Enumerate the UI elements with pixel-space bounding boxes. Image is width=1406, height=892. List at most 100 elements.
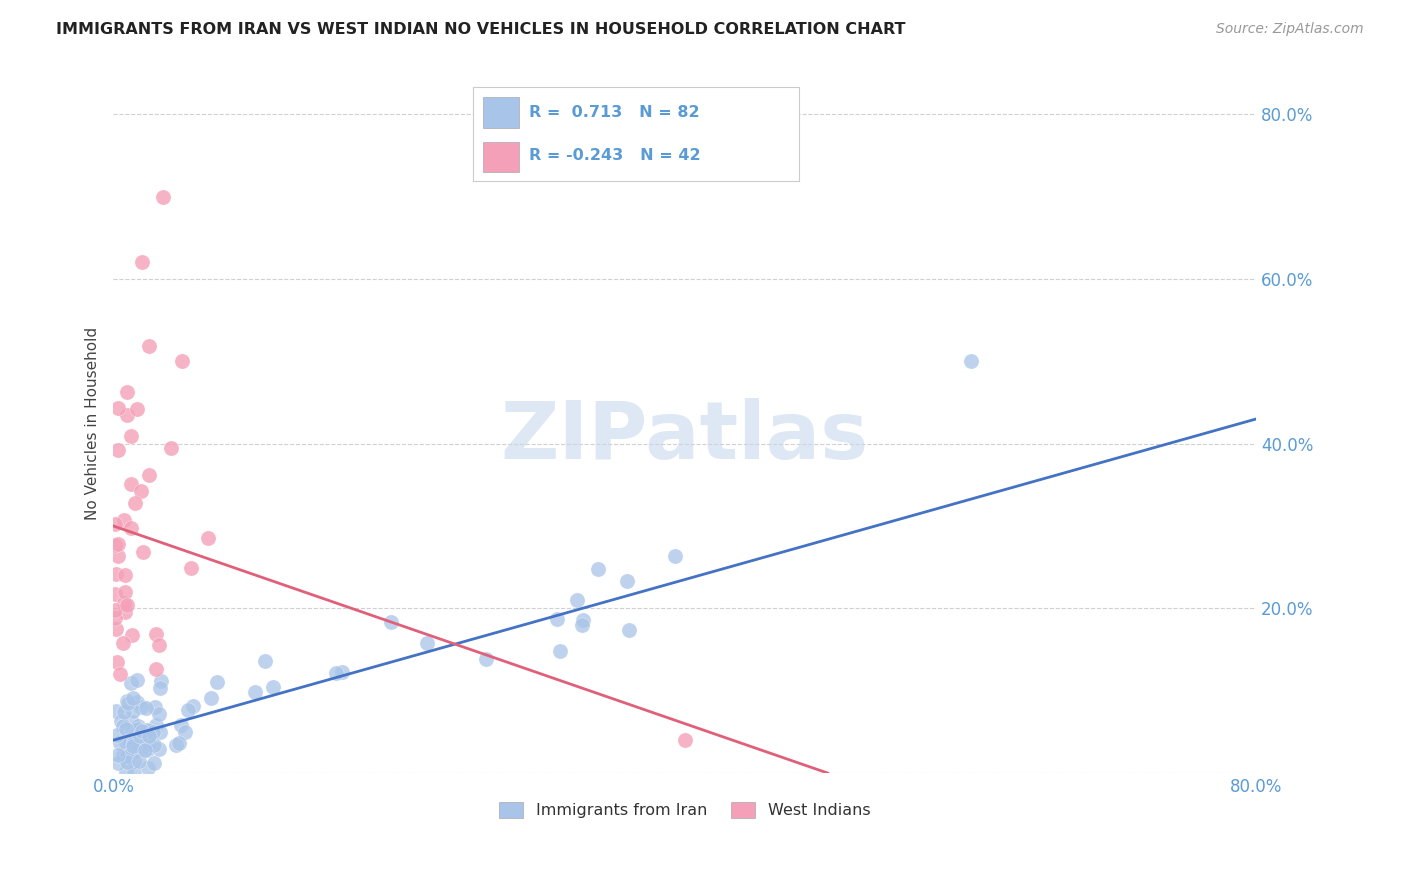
Point — [110, 736, 132, 750]
Point — [262, 680, 284, 694]
Point — [107, 756, 129, 770]
Point — [148, 741, 170, 756]
Point — [138, 737, 160, 751]
Point — [122, 723, 145, 738]
Y-axis label: No Vehicles in Household: No Vehicles in Household — [86, 326, 100, 520]
Point — [183, 699, 205, 714]
Point — [131, 739, 153, 754]
Point — [127, 402, 149, 417]
Point — [170, 717, 193, 731]
Point — [142, 756, 165, 771]
Point — [148, 681, 170, 695]
Point — [118, 749, 141, 764]
Point — [115, 764, 138, 779]
Text: ZIPatlas: ZIPatlas — [501, 398, 869, 476]
Point — [117, 693, 139, 707]
Point — [380, 615, 402, 629]
Point — [121, 627, 143, 641]
Point — [148, 707, 170, 722]
Point — [169, 736, 191, 750]
Point — [122, 765, 145, 780]
Point — [135, 700, 157, 714]
Point — [121, 714, 143, 729]
Point — [253, 654, 276, 668]
Point — [107, 549, 129, 564]
Point — [571, 617, 593, 632]
Point — [243, 685, 266, 699]
Point — [105, 622, 128, 636]
Point — [673, 733, 696, 747]
Point — [959, 354, 981, 368]
Point — [617, 623, 640, 637]
Point — [114, 568, 136, 582]
Point — [148, 638, 170, 652]
Point — [105, 655, 128, 669]
Text: IMMIGRANTS FROM IRAN VS WEST INDIAN NO VEHICLES IN HOUSEHOLD CORRELATION CHART: IMMIGRANTS FROM IRAN VS WEST INDIAN NO V… — [56, 22, 905, 37]
Point — [145, 718, 167, 732]
Point — [112, 706, 135, 720]
Point — [104, 517, 127, 532]
Point — [104, 704, 127, 718]
Point — [160, 441, 183, 455]
Point — [565, 592, 588, 607]
Point — [111, 636, 134, 650]
Point — [122, 737, 145, 751]
Point — [115, 384, 138, 399]
Point — [125, 695, 148, 709]
Point — [546, 612, 568, 626]
Point — [136, 723, 159, 738]
Point — [415, 636, 437, 650]
Point — [177, 703, 200, 717]
Point — [129, 736, 152, 750]
Point — [586, 562, 609, 576]
Point — [197, 531, 219, 545]
Point — [474, 651, 496, 665]
Point — [110, 714, 132, 728]
Point — [115, 723, 138, 737]
Point — [127, 718, 149, 732]
Point — [114, 734, 136, 748]
Point — [122, 745, 145, 759]
Point — [325, 665, 347, 680]
Point — [104, 603, 127, 617]
Point — [150, 673, 173, 688]
Point — [616, 574, 638, 588]
Point — [115, 749, 138, 764]
Point — [138, 761, 160, 775]
Point — [107, 401, 129, 415]
Point — [128, 729, 150, 743]
Point — [107, 537, 129, 551]
Point — [111, 719, 134, 733]
Point — [120, 429, 142, 443]
Point — [115, 408, 138, 422]
Point — [107, 748, 129, 763]
Text: Source: ZipAtlas.com: Source: ZipAtlas.com — [1216, 22, 1364, 37]
Point — [105, 728, 128, 742]
Point — [117, 696, 139, 710]
Point — [664, 549, 686, 564]
Point — [107, 443, 129, 458]
Point — [105, 567, 128, 582]
Point — [129, 484, 152, 499]
Point — [132, 544, 155, 558]
Point — [131, 255, 153, 269]
Point — [114, 606, 136, 620]
Point — [131, 723, 153, 738]
Point — [125, 673, 148, 688]
Point — [330, 665, 353, 680]
Point — [120, 477, 142, 491]
Point — [142, 725, 165, 739]
Point — [129, 700, 152, 714]
Point — [122, 754, 145, 768]
Point — [205, 675, 228, 690]
Point — [165, 739, 187, 753]
Point — [174, 724, 197, 739]
Point — [117, 734, 139, 748]
Point — [152, 189, 174, 203]
Point — [120, 521, 142, 535]
Point — [134, 743, 156, 757]
Point — [170, 354, 193, 368]
Point — [200, 691, 222, 706]
Point — [138, 729, 160, 743]
Point — [112, 596, 135, 610]
